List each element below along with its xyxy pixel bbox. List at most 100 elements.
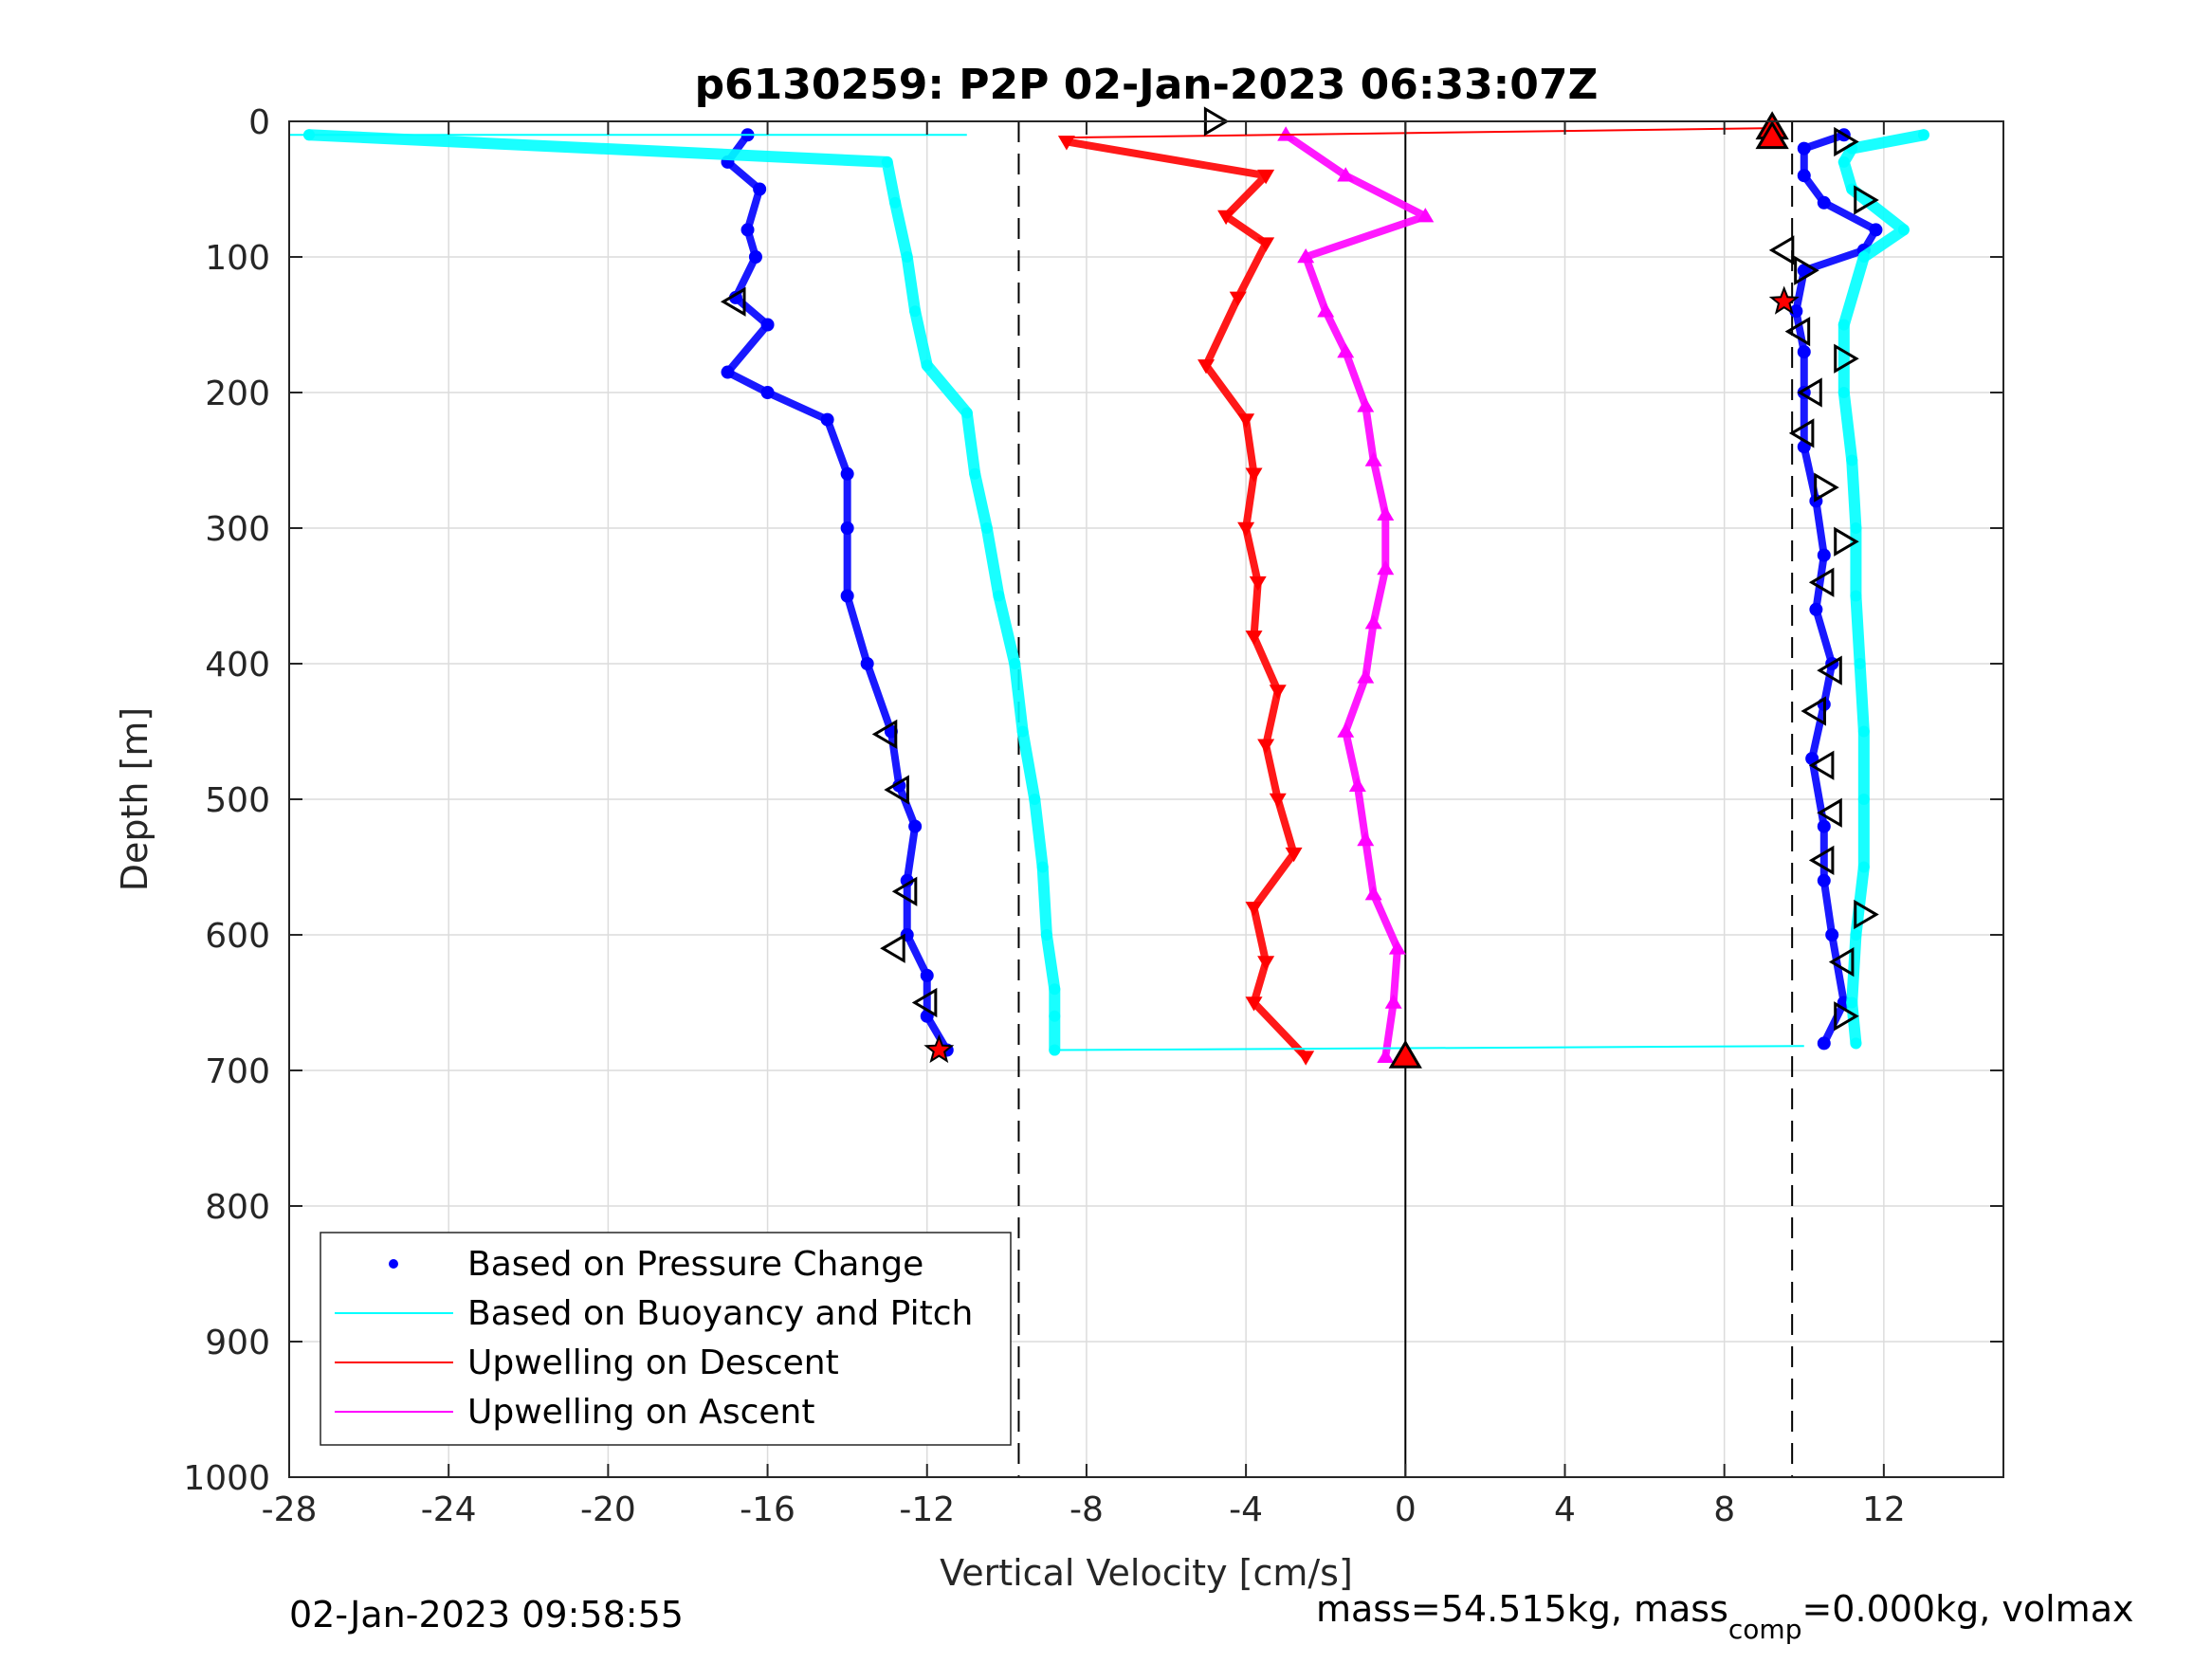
series-5 [1277, 126, 1435, 1063]
pressure-velocity-point [900, 873, 914, 887]
open-triangle-left-marker [1828, 946, 1855, 978]
descent-upwelling-marker [1249, 576, 1267, 592]
buoyancy-velocity-point [1857, 725, 1870, 738]
ascent-upwelling-marker [1364, 886, 1382, 901]
pressure-velocity-point [1797, 141, 1811, 155]
buoyancy-velocity-point [1857, 251, 1870, 263]
buoyancy-velocity-point [1857, 861, 1870, 873]
open-triangle-right-marker [1834, 526, 1859, 557]
descent-upwelling-marker [1057, 136, 1075, 151]
buoyancy-velocity-point [1854, 658, 1866, 669]
ascent-upwelling-marker [1357, 668, 1375, 684]
y-tick-label: 300 [205, 510, 270, 549]
reference-lines [1017, 121, 1794, 1477]
x-tick-label: 8 [1713, 1490, 1735, 1529]
ascent-upwelling-marker [1384, 994, 1402, 1009]
descent-upwelling-marker [1297, 1051, 1315, 1066]
footer-mass-sub: comp [1728, 1614, 1802, 1645]
open-triangle-left-marker [1817, 797, 1842, 828]
y-tick-label: 600 [205, 917, 270, 956]
legend-entry: Upwelling on Ascent [335, 1393, 814, 1432]
buoyancy-velocity-point [1857, 794, 1870, 805]
ascent-upwelling-marker [1388, 940, 1406, 955]
ascent-upwelling-marker [1417, 208, 1435, 223]
buoyancy-velocity-point [1850, 590, 1862, 602]
descent-upwelling-marker [1245, 996, 1263, 1012]
open-triangle-left-marker [1808, 567, 1835, 597]
turnaround-lines [289, 127, 1804, 1051]
pressure-velocity-point [920, 968, 934, 982]
open-triangle-left-marker [891, 876, 918, 906]
buoyancy-velocity-point [1846, 996, 1858, 1009]
buoyancy-velocity-point [1850, 1037, 1862, 1050]
chart-title: p6130259: P2P 02-Jan-2023 06:33:07Z [695, 61, 1599, 109]
pressure-velocity-point [1809, 602, 1823, 616]
open-triangle-right-marker [1854, 185, 1879, 215]
open-triangle-left-marker [911, 987, 938, 1018]
x-axis-label: Vertical Velocity [cm/s] [940, 1552, 1353, 1594]
ascent-upwelling-marker [1348, 777, 1366, 792]
y-tick-label: 500 [205, 781, 270, 820]
pressure-velocity-point [753, 182, 767, 196]
ascent-upwelling-marker [1337, 722, 1355, 738]
descent-upwelling-marker [1197, 359, 1216, 375]
descent-upwelling-marker [1229, 291, 1247, 306]
buoyancy-velocity-point [980, 522, 993, 534]
pressure-velocity-point [740, 223, 755, 237]
buoyancy-velocity-point [881, 155, 893, 168]
buoyancy-velocity-point [1850, 929, 1862, 941]
y-axis-label: Depth [m] [114, 707, 155, 892]
open-triangle-right-marker [1834, 1001, 1859, 1032]
open-triangle-left-marker [1801, 696, 1826, 726]
pressure-velocity-point [908, 819, 923, 833]
pressure-velocity-point [760, 386, 775, 399]
open-triangle-right-marker [1854, 899, 1879, 930]
open-triangle-left-marker [1808, 845, 1835, 875]
series-line [723, 131, 951, 1054]
ascent-upwelling-marker [1364, 614, 1382, 630]
buoyancy-velocity-point [960, 407, 973, 419]
x-tick-label: -4 [1229, 1490, 1263, 1529]
pressure-velocity-point [1797, 169, 1811, 183]
descent-upwelling-marker [1237, 521, 1255, 537]
series-4 [1057, 136, 1315, 1066]
open-triangle-left-marker [1817, 655, 1842, 685]
y-tick-label: 700 [205, 1052, 270, 1091]
buoyancy-velocity-point [1036, 861, 1049, 873]
descent-upwelling-marker [1269, 685, 1287, 700]
descent-upwelling-marker [1257, 739, 1275, 754]
pressure-velocity-point [721, 365, 735, 379]
pressure-velocity-point [1797, 264, 1811, 278]
open-triangle-left-marker [1768, 235, 1795, 265]
series-3 [1837, 129, 1929, 1050]
legend-label: Upwelling on Descent [467, 1343, 839, 1382]
ascent-upwelling-marker [1357, 397, 1375, 412]
ascent-upwelling-marker [1377, 559, 1395, 576]
descent-upwelling-marker [1237, 413, 1255, 429]
footer-mass-part-b: =0.000kg, volmax [1801, 1588, 2133, 1630]
buoyancy-velocity-point [969, 467, 981, 480]
open-triangle-left-marker [871, 719, 898, 749]
open-triangle-left-marker [1788, 418, 1815, 448]
series-line [303, 129, 1061, 1056]
descent-start-line [1066, 127, 1773, 139]
star-marker [1768, 285, 1800, 315]
pressure-velocity-point [840, 589, 854, 603]
legend-entry: Based on Pressure Change [389, 1245, 923, 1284]
open-triangle-left-marker [720, 286, 746, 317]
ascent-upwelling-marker [1377, 1048, 1395, 1063]
legend-entry: Upwelling on Descent [335, 1343, 839, 1382]
legend: Based on Pressure Change Based on Buoyanc… [320, 1232, 1012, 1446]
footer-mass-part-a: mass=54.515kg, mass [1316, 1588, 1728, 1630]
legend-label: Upwelling on Ascent [467, 1393, 814, 1432]
pressure-velocity-point [748, 250, 762, 264]
pressure-velocity-point [728, 290, 742, 304]
buoyancy-velocity-point [1850, 522, 1862, 534]
pressure-velocity-point [1817, 873, 1831, 887]
buoyancy-velocity-point [1897, 224, 1910, 236]
buoyancy-velocity-point [1049, 983, 1061, 996]
ascent-upwelling-marker [1317, 302, 1335, 318]
y-tick-label: 1000 [183, 1459, 270, 1498]
open-triangle-left-marker [884, 775, 909, 805]
